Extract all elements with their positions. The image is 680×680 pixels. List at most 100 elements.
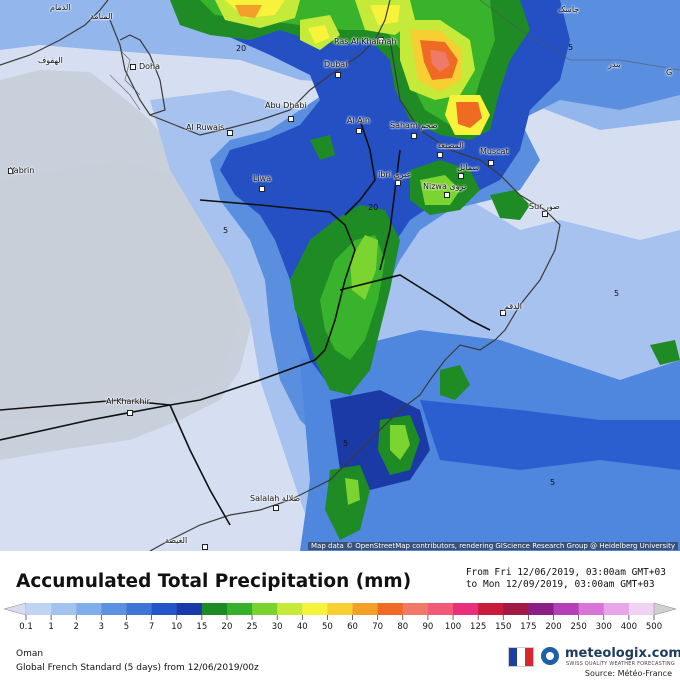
city-label: Saham صحم [390,121,438,130]
scale-swatch [126,603,153,615]
scale-tick-label: 10 [171,622,183,632]
city-label: G [666,68,673,77]
city-label: Al Ruwais [186,123,225,132]
scale-swatch [302,603,328,615]
france-flag-icon [508,647,534,667]
scale-swatch [578,603,605,615]
contour-label: 5 [223,226,229,235]
scale-tick-label: 250 [570,622,587,632]
scale-arrow-left [3,602,27,616]
scale-tick-label: 40 [296,622,308,632]
scale-tick-label: 2 [73,622,79,632]
city-label: جاسک [558,5,580,14]
scale-swatch [176,603,203,615]
scale-tick-label: 150 [495,622,512,632]
contour-label: 20 [368,203,379,212]
map-attribution[interactable]: Map data © OpenStreetMap contributors, r… [308,542,678,550]
brand-name[interactable]: meteologix.com [565,646,680,661]
city-label: Dubai [324,60,348,69]
scale-swatch [26,603,52,615]
scale-swatch [528,603,555,615]
contour-label: 5 [614,289,620,298]
scale-tick-label: 300 [595,622,612,632]
scale-tick-label: 20 [221,622,233,632]
scale-swatch [628,603,655,615]
city-label: الدقم [504,302,523,311]
city-label: Ras Al Khaimah [334,37,397,46]
chart-title: Accumulated Total Precipitation (mm) [16,571,412,592]
city-label: Abu Dhabi [265,101,307,110]
scale-tick-label: 90 [422,622,434,632]
city-label: Doha [139,62,161,71]
scale-tick-label: 60 [347,622,358,632]
city-label: Al Kharkhir [106,397,150,406]
city-label: الغيضة [165,536,188,545]
precipitation-map[interactable]: الدمام المنامة الهفوف Doha Yabrin Ras Al… [0,0,680,551]
scale-tick-label: 50 [322,622,333,632]
city-label: Sur صور [529,202,560,211]
scale-swatch [51,603,77,615]
date-range: From Fri 12/06/2019, 03:00am GMT+03 to M… [466,567,666,591]
city-label: المصنعة [437,141,464,150]
scale-swatch [453,603,479,615]
national-borders [0,119,491,526]
date-from: From Fri 12/06/2019, 03:00am GMT+03 [465,567,666,578]
city-label: المنامة [90,12,113,21]
legend-panel: Accumulated Total Precipitation (mm) Fro… [0,551,680,680]
scale-swatch [277,603,303,615]
scale-swatch [603,603,630,615]
scale-swatch [101,603,127,615]
scale-tick-label: 30 [271,622,283,632]
scale-swatch [201,603,228,615]
scale-swatch [226,603,253,615]
region-name: Oman [16,649,44,659]
scale-swatch [478,603,504,615]
city-label: Al Ain [347,116,371,125]
city-label: Muscat [480,147,509,156]
scale-swatch [151,603,178,615]
scale-arrow-right [653,602,677,616]
contour-label: 5 [343,439,349,448]
data-source: Source: Météo-France [584,669,672,678]
city-label: Yabrin [10,166,35,175]
scale-tick-label: 7 [148,622,155,632]
scale-swatch [76,603,102,615]
scale-tick-label: 125 [470,622,487,632]
model-info: Global French Standard (5 days) from 12/… [16,663,259,673]
city-label: الدمام [50,3,71,12]
brand-tagline: SWISS QUALITY WEATHER FORECASTING [566,661,675,667]
city-label: Nizwa نزوى [423,182,467,191]
contour-label: 5 [550,478,556,487]
city-label: Liwa [253,174,272,183]
city-label: Salalah صلالة [250,494,301,503]
scale-tick-label: 70 [372,622,384,632]
map-canvas [0,0,680,551]
borders [0,0,561,551]
scale-swatch [327,603,354,615]
scale-tick-label: 0.1 [19,622,33,632]
contour-label: 20 [236,44,247,53]
city-label: الهفوف [38,56,63,65]
scale-swatch [402,603,429,615]
scale-swatch [352,603,379,615]
scale-tick-label: 100 [444,622,462,632]
scale-tick-label: 15 [196,622,208,632]
city-label: Ibri عبري [378,170,412,179]
scale-swatch [427,603,454,615]
scale-tick-label: 80 [397,622,409,632]
meteologix-logo-icon [541,647,559,665]
city-label: سمائل [457,163,480,172]
scale-tick-label: 400 [620,622,637,632]
city-label: بندر [608,60,621,69]
color-scale [3,602,677,620]
scale-swatch [553,603,580,615]
scale-swatch [252,603,278,615]
scale-tick-label: 1 [48,622,54,632]
scale-tick-label: 5 [123,622,130,632]
scale-swatch [377,603,404,615]
scale-swatch [503,603,529,615]
date-to: to Mon 12/09/2019, 03:00am GMT+03 [465,579,655,590]
scale-tick-label: 175 [520,622,537,632]
scale-tick-label: 200 [545,622,562,632]
scale-tick-label: 500 [645,622,663,632]
